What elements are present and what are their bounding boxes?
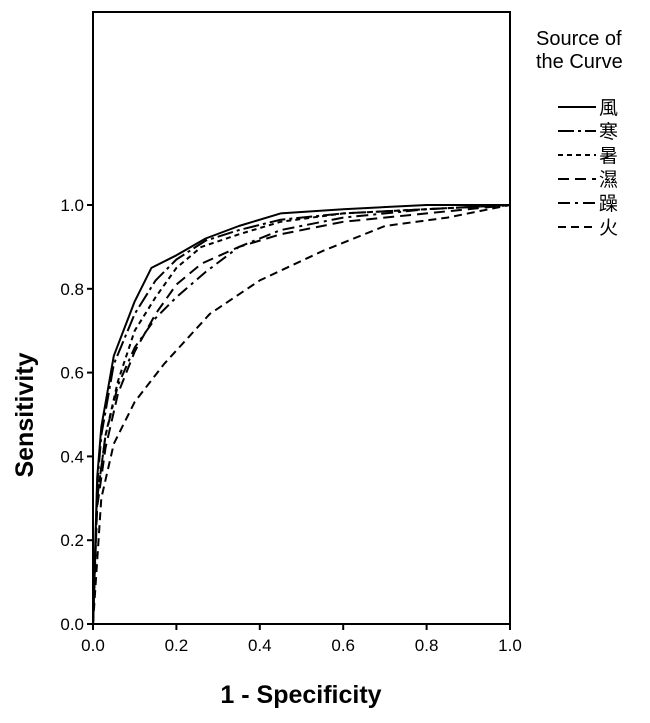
y-tick-label: 0.8 — [60, 280, 84, 299]
series-line-1 — [92, 204, 510, 625]
series-line-2 — [92, 204, 511, 625]
x-tick-label: 0.6 — [331, 636, 355, 655]
y-axis-title: Sensitivity — [11, 352, 39, 477]
y-tick-label: 0.6 — [60, 364, 84, 383]
y-tick-label: 0.0 — [60, 615, 84, 634]
series-line-4 — [92, 204, 511, 625]
x-tick-label: 0.4 — [248, 636, 272, 655]
x-axis-ticks: 0.0 0.2 0.4 0.6 0.8 1.0 — [81, 624, 522, 655]
series-lines — [92, 204, 511, 625]
y-tick-label: 1.0 — [60, 196, 84, 215]
legend-label: 風 — [599, 97, 618, 119]
legend-title: Source of — [536, 28, 622, 50]
x-tick-label: 0.2 — [165, 636, 189, 655]
legend-label: 濕 — [599, 169, 618, 191]
y-tick-label: 0.4 — [60, 447, 84, 466]
series-line-5 — [92, 204, 511, 625]
x-tick-label: 0.8 — [415, 636, 439, 655]
legend-label: 躁 — [599, 193, 618, 215]
x-tick-label: 1.0 — [498, 636, 522, 655]
x-axis-title: 1 - Specificity — [220, 681, 381, 709]
x-tick-label: 0.0 — [81, 636, 105, 655]
series-line-3 — [92, 204, 511, 625]
plot-frame — [92, 11, 511, 625]
legend-label: 暑 — [599, 145, 618, 167]
legend-label: 寒 — [599, 121, 618, 143]
y-tick-label: 0.2 — [60, 531, 84, 550]
y-axis-ticks: 0.0 0.2 0.4 0.6 0.8 1.0 — [60, 196, 93, 634]
legend-title-line2: the Curve — [536, 51, 623, 73]
legend-label: 火 — [599, 217, 618, 239]
series-line-6 — [92, 204, 511, 625]
